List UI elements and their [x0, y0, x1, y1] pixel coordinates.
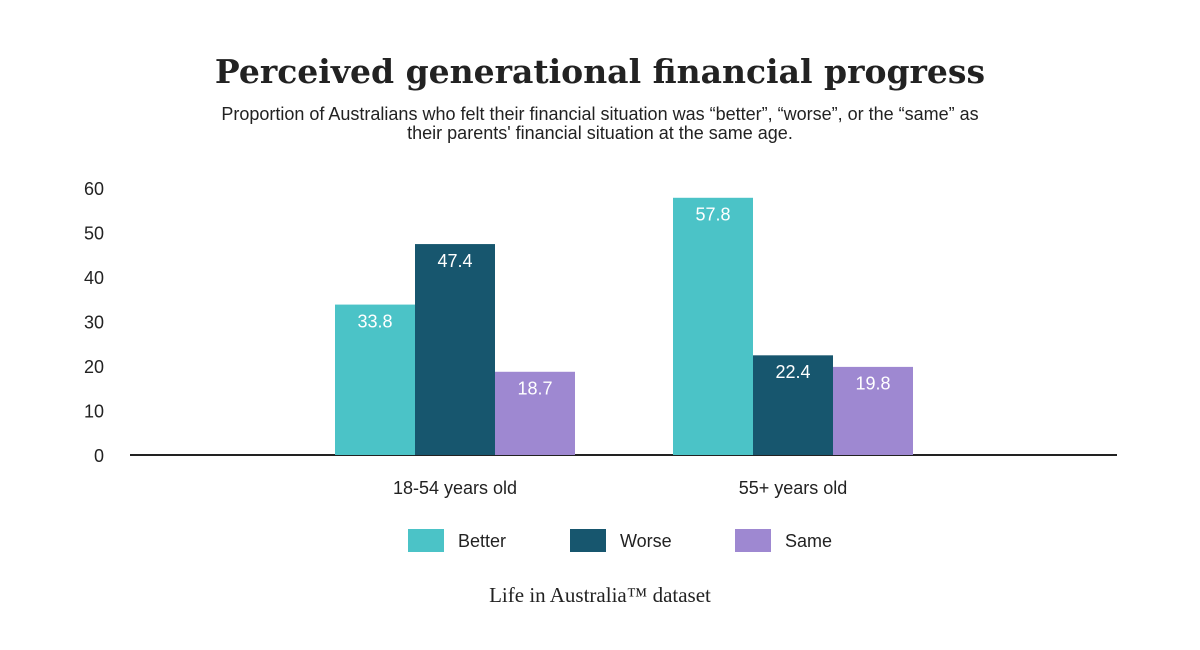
- legend-swatch: [735, 529, 771, 552]
- y-tick-label: 60: [84, 179, 104, 199]
- data-label: 18.7: [517, 379, 552, 399]
- legend-label: Same: [785, 531, 832, 551]
- data-label: 33.8: [357, 311, 392, 331]
- y-tick-label: 50: [84, 223, 104, 243]
- source-note: Life in Australia™ dataset: [489, 583, 711, 607]
- chart: 0 10 20 30 40 50 60 18-54 years old 33.8 47.4 18.7…: [84, 179, 1117, 552]
- x-tick-label: 55+ years old: [739, 478, 848, 498]
- bar: [495, 371, 575, 455]
- y-tick-label: 0: [94, 446, 104, 466]
- y-tick-label: 40: [84, 268, 104, 288]
- data-label: 47.4: [437, 251, 472, 271]
- bar: [753, 355, 833, 455]
- data-label: 57.8: [695, 205, 730, 225]
- bar: [833, 366, 913, 455]
- y-tick-label: 20: [84, 357, 104, 377]
- data-label: 19.8: [855, 374, 890, 394]
- chart-subtitle: Proportion of Australians who felt their…: [221, 104, 979, 143]
- bar: [415, 244, 495, 455]
- y-tick-label: 30: [84, 312, 104, 332]
- legend-swatch: [408, 529, 444, 552]
- legend-swatch: [570, 529, 606, 552]
- bar: [673, 197, 753, 456]
- legend-label: Better: [458, 531, 506, 551]
- chart-title: Perceived generational financial progres…: [214, 52, 986, 91]
- legend-label: Worse: [620, 531, 672, 551]
- data-label: 22.4: [775, 362, 810, 382]
- y-tick-label: 10: [84, 401, 104, 421]
- x-tick-label: 18-54 years old: [393, 478, 517, 498]
- bar: [335, 304, 415, 455]
